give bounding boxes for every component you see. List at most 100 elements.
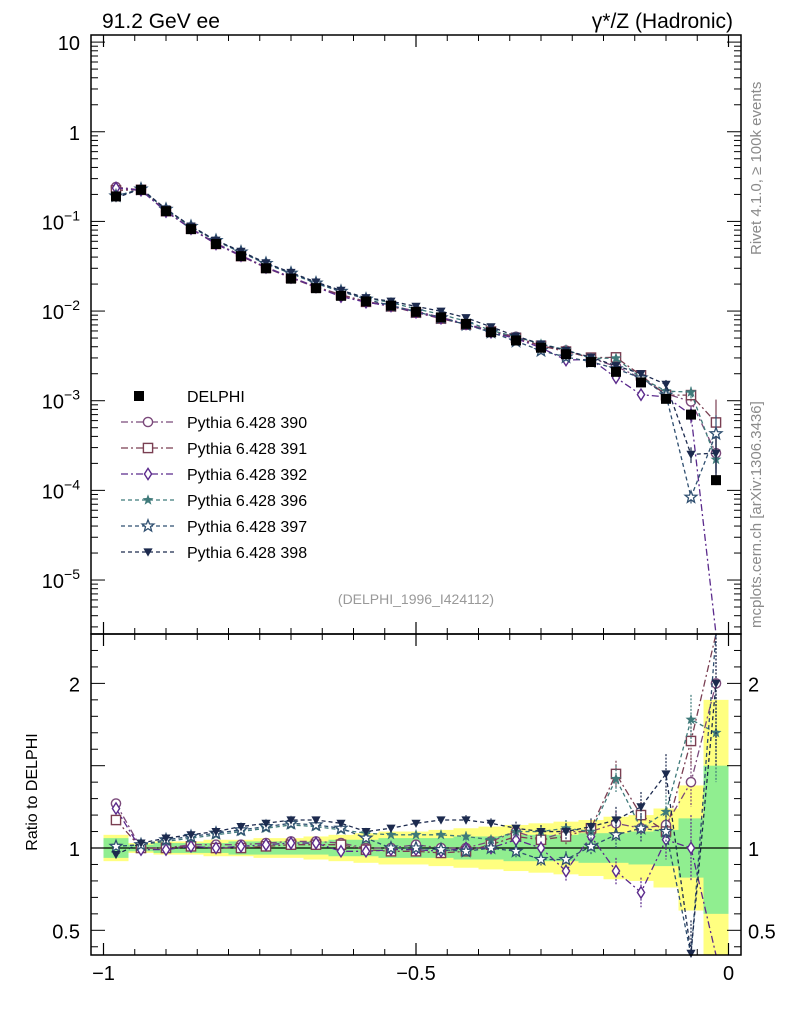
- ratio-point-s397: [408, 839, 424, 855]
- ratio-point-s392: [686, 841, 696, 855]
- ratio-point-s397: [533, 851, 549, 866]
- ratio-point-s392: [611, 864, 621, 878]
- ratio-point-s392: [161, 842, 171, 857]
- ratio-point-s398: [311, 816, 321, 825]
- ratio-point-s396: [410, 829, 422, 840]
- data-point: [536, 342, 546, 353]
- main-y-tick-label: 10−1: [42, 207, 80, 234]
- ratio-point-s392: [111, 801, 121, 816]
- data-point: [311, 283, 321, 294]
- ratio-line-s397: [115, 633, 717, 956]
- ratio-point-s398: [186, 831, 196, 840]
- ratio-point-s398: [236, 823, 246, 832]
- legend-label-s396: Pythia 6.428 396: [187, 493, 307, 510]
- main-point-s398: [461, 314, 471, 323]
- legend-label-s392: Pythia 6.428 392: [187, 467, 307, 484]
- data-point: [286, 273, 296, 284]
- main-point-s397: [708, 425, 724, 441]
- ratio-point-s398: [361, 827, 371, 837]
- legend: DELPHI Pythia 6.428 390 Pythia 6.428 391 Py…: [121, 389, 307, 562]
- ratio-y-tick-label: 1: [69, 839, 80, 861]
- main-point-s398: [286, 268, 296, 278]
- legend-label-s391: Pythia 6.428 391: [187, 441, 307, 458]
- data-point: [511, 335, 521, 346]
- ratio-point-s392: [561, 864, 571, 878]
- ratio-point-s392: [211, 841, 221, 855]
- x-tick-label: 0: [723, 963, 734, 985]
- ratio-y-tick-label-right: 1: [748, 839, 759, 861]
- ratio-point-s392: [361, 844, 371, 859]
- ratio-point-s392: [336, 844, 346, 859]
- right-title: γ*/Z (Hadronic): [592, 10, 733, 33]
- data-point: [111, 191, 121, 202]
- main-point-s392: [636, 387, 646, 402]
- data-point: [561, 349, 571, 360]
- main-point-s396: [610, 352, 622, 363]
- main-point-s398: [661, 380, 671, 389]
- ratio-point-s392: [636, 885, 646, 900]
- legend-marker-s391: [142, 442, 154, 454]
- data-point: [336, 290, 346, 301]
- main-point-s398: [611, 362, 621, 371]
- data-point: [461, 318, 471, 329]
- data-point: [586, 357, 596, 368]
- ratio-point-s397: [508, 843, 524, 858]
- ratio-point-s398: [536, 827, 546, 837]
- ratio-point-s397: [558, 851, 574, 866]
- ratio-point-s398: [686, 949, 696, 958]
- ratio-point-s398: [636, 803, 646, 812]
- data-point: [261, 263, 271, 274]
- main-y-tick-label: 10: [58, 33, 80, 55]
- legend-marker-s397: [140, 517, 156, 533]
- ratio-point-s390: [685, 776, 697, 788]
- band-inner-bin: [703, 765, 729, 914]
- ratio-point-s397: [483, 839, 499, 855]
- main-y-tick-label: 1: [69, 123, 80, 145]
- legend-marker-s390: [142, 416, 154, 428]
- ratio-y-tick-label: 2: [69, 674, 80, 696]
- ratio-point-s398: [261, 819, 271, 828]
- main-point-s398: [686, 450, 696, 459]
- main-line-s392: [115, 187, 717, 635]
- data-point: [186, 224, 196, 235]
- ratio-point-s398: [386, 824, 396, 833]
- ratio-point-s398: [286, 816, 296, 825]
- ratio-y-tick-label-right: 0.5: [748, 921, 776, 943]
- ratio-point-s397: [458, 843, 474, 858]
- data-point: [436, 312, 446, 323]
- left-title: 91.2 GeV ee: [102, 10, 220, 33]
- ratio-point-s392: [261, 837, 271, 852]
- ratio-point-s396: [385, 829, 397, 840]
- ratio-point-s398: [711, 679, 721, 688]
- data-point: [411, 306, 421, 317]
- data-point: [161, 206, 171, 217]
- data-point: [361, 296, 371, 307]
- legend-marker-data: [134, 391, 144, 401]
- ratio-panel-frame: [90, 633, 742, 956]
- ratio-point-s398: [436, 816, 446, 825]
- main-y-tick-label: 10−5: [42, 566, 80, 593]
- legend-label-s397: Pythia 6.428 397: [187, 519, 307, 536]
- axis-ticks: [91, 35, 741, 955]
- main-point-s398: [436, 307, 446, 316]
- legend-label-s398: Pythia 6.428 398: [187, 545, 307, 562]
- ratio-point-s397: [383, 839, 399, 855]
- legend-label-data: DELPHI: [187, 389, 245, 406]
- ratio-point-s397: [108, 838, 124, 853]
- legend-marker-s392: [143, 467, 153, 481]
- ratio-point-s397: [583, 838, 599, 853]
- data-point: [211, 238, 221, 249]
- ratio-point-s396: [610, 773, 622, 784]
- ratio-point-s396: [685, 713, 697, 725]
- main-y-tick-label: 10−4: [42, 476, 80, 503]
- ratio-point-s392: [186, 839, 196, 854]
- ratio-point-s398: [336, 819, 346, 828]
- main-point-s396: [685, 386, 697, 397]
- data-point: [611, 366, 621, 377]
- data-point: [661, 393, 671, 404]
- ratio-point-s398: [486, 819, 496, 828]
- mcplots-label: mcplots.cern.ch [arXiv:1306.3436]: [748, 401, 765, 628]
- ratio-point-s391: [110, 814, 122, 826]
- ratio-point-s392: [236, 839, 246, 854]
